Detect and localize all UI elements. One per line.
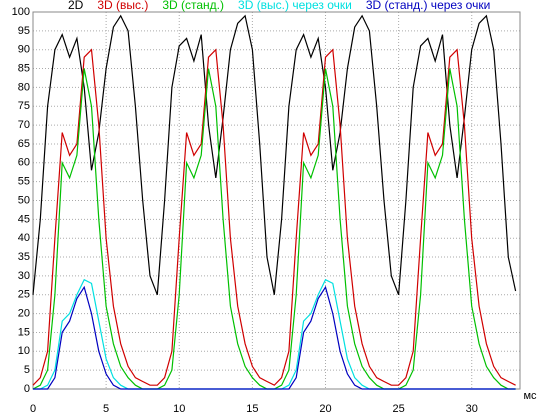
y-tick-label: 35: [18, 251, 30, 263]
y-tick-label: 40: [18, 232, 30, 244]
legend-entry: 3D (станд.) через очки: [366, 0, 490, 12]
x-tick-label: 30: [466, 403, 478, 415]
y-tick-label: 80: [18, 81, 30, 93]
legend-entry: 3D (выс.): [97, 0, 148, 12]
x-tick-label: 0: [30, 403, 36, 415]
x-tick-label: 15: [246, 403, 258, 415]
y-tick-label: 75: [18, 100, 30, 112]
series-line: [33, 285, 516, 390]
y-tick-label: 60: [18, 157, 30, 169]
y-tick-label: 50: [18, 194, 30, 206]
x-tick-label: 5: [103, 403, 109, 415]
y-tick-label: 15: [18, 326, 30, 338]
y-tick-label: 70: [18, 119, 30, 131]
x-tick-label: 25: [392, 403, 404, 415]
legend-entry: 3D (станд.): [162, 0, 224, 12]
y-tick-label: 5: [24, 364, 30, 376]
y-tick-label: 20: [18, 308, 30, 320]
series-line: [32, 48, 516, 386]
y-tick-label: 10: [18, 345, 30, 357]
series-line: [32, 14, 517, 296]
y-tick-label: 55: [18, 176, 30, 188]
y-tick-label: 90: [18, 44, 30, 56]
y-tick-label: 95: [18, 25, 30, 37]
x-tick-label: 10: [173, 403, 185, 415]
y-tick-label: 65: [18, 138, 30, 150]
y-tick-label: 25: [18, 289, 30, 301]
y-tick-label: 100: [12, 6, 30, 18]
y-tick-label: 30: [18, 270, 30, 282]
legend-entry: 3D (выс.) через очки: [238, 0, 352, 12]
y-tick-label: 85: [18, 62, 30, 74]
legend-entry: 2D: [68, 0, 84, 12]
x-axis-label: мс: [523, 390, 537, 402]
x-tick-label: 20: [319, 403, 331, 415]
y-tick-label: 0: [24, 383, 30, 395]
y-tick-label: 45: [18, 213, 30, 225]
